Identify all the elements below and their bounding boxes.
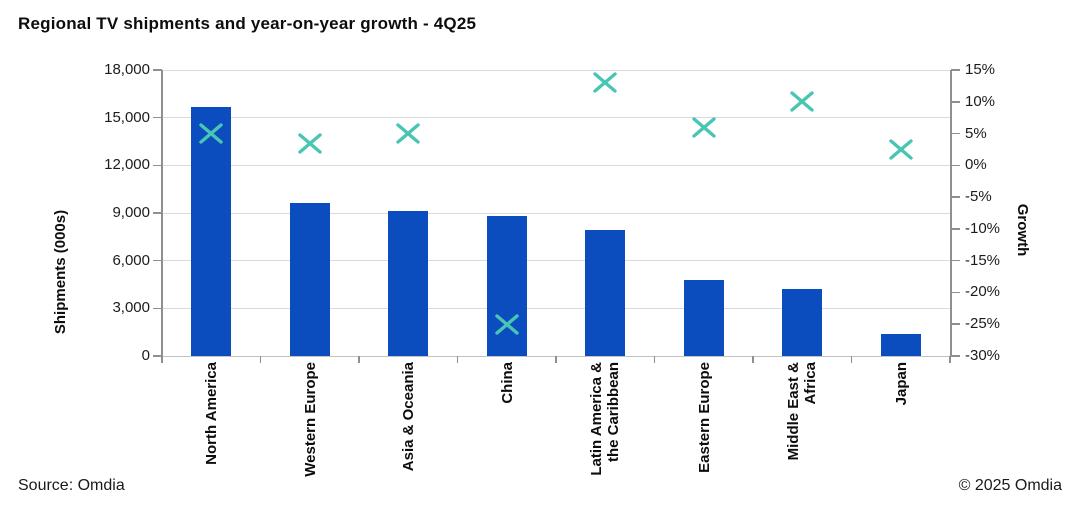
- left-axis-line: [161, 70, 163, 357]
- copyright-note: © 2025 Omdia: [958, 477, 1062, 494]
- x-axis-tick: [949, 356, 951, 363]
- x-axis-tick: [456, 356, 459, 363]
- left-axis-tick-label: 6,000: [112, 251, 150, 269]
- category-label-text: North America: [202, 362, 220, 465]
- gridline: [162, 69, 950, 71]
- growth-marker-western-europe: [297, 132, 323, 155]
- right-axis-tick: [951, 132, 960, 135]
- left-axis-tick: [153, 69, 162, 71]
- category-label-text: Middle East & Africa: [785, 362, 820, 461]
- right-axis-tick-label: 10%: [965, 92, 996, 110]
- left-axis-tick: [153, 307, 162, 310]
- x-axis-tick: [555, 356, 557, 363]
- chart-title: Regional TV shipments and year-on-year g…: [18, 14, 477, 33]
- left-axis-tick-label: 18,000: [104, 61, 150, 78]
- right-axis-tick: [951, 69, 960, 71]
- right-axis-tick: [951, 196, 960, 198]
- left-axis-tick-label: 0: [141, 347, 150, 364]
- bar-latin-america-the-caribbean: [585, 230, 626, 356]
- right-axis-tick-label: 0%: [965, 156, 987, 174]
- category-label-china: China: [497, 362, 517, 482]
- bar-north-america: [191, 106, 232, 356]
- right-axis-tick: [951, 101, 960, 103]
- x-marker-icon: [199, 123, 223, 144]
- right-axis-tick: [951, 259, 960, 262]
- category-label-text: Eastern Europe: [695, 362, 713, 473]
- category-label-latin-america-the-caribbean: Latin America & the Caribbean: [587, 362, 623, 482]
- category-label-text: Asia & Oceania: [399, 362, 417, 472]
- left-axis-tick: [153, 164, 162, 167]
- right-axis-tick: [951, 291, 960, 294]
- growth-marker-latin-america-the-caribbean: [592, 71, 618, 94]
- right-axis-tick-label: -10%: [965, 219, 1001, 237]
- gridline: [162, 260, 950, 262]
- bar-western-europe: [289, 203, 330, 356]
- bar-japan: [880, 333, 921, 356]
- category-label-text: China: [498, 362, 516, 404]
- gridline: [162, 117, 950, 119]
- right-axis-tick-label: 15%: [965, 61, 996, 78]
- right-axis-tick: [951, 323, 960, 325]
- left-axis-title: Shipments (000s): [51, 209, 69, 335]
- left-axis-tick-label: 15,000: [104, 108, 150, 126]
- category-label-middle-east-africa: Middle East & Africa: [784, 362, 820, 482]
- right-axis-tick-label: -20%: [965, 283, 1001, 301]
- x-marker-icon: [495, 314, 519, 335]
- x-marker-icon: [593, 72, 617, 93]
- left-axis-tick-label: 12,000: [104, 156, 150, 174]
- right-axis-tick-label: -5%: [965, 188, 992, 206]
- right-axis-tick-label: -25%: [965, 315, 1001, 333]
- category-label-japan: Japan: [891, 362, 911, 482]
- growth-marker-japan: [888, 138, 914, 161]
- right-axis-tick-label: -15%: [965, 251, 1001, 269]
- right-axis-tick: [951, 164, 960, 167]
- bar-eastern-europe: [683, 279, 724, 356]
- growth-marker-eastern-europe: [691, 116, 717, 139]
- category-label-western-europe: Western Europe: [300, 362, 320, 482]
- growth-marker-middle-east-africa: [789, 90, 815, 113]
- right-axis-tick: [951, 228, 960, 230]
- x-marker-icon: [298, 132, 322, 154]
- right-axis-tick: [951, 355, 960, 357]
- category-label-text: Japan: [892, 362, 910, 406]
- x-marker-icon: [396, 123, 420, 144]
- right-axis-tick-label: -30%: [965, 347, 1001, 364]
- right-axis-line: [950, 70, 952, 357]
- left-axis-tick: [153, 259, 162, 262]
- category-label-asia-oceania: Asia & Oceania: [398, 362, 418, 482]
- category-label-text: Latin America & the Caribbean: [588, 362, 623, 476]
- x-marker-icon: [790, 91, 814, 112]
- left-axis-tick-label: 9,000: [112, 204, 150, 221]
- growth-marker-asia-oceania: [395, 122, 421, 145]
- right-axis-tick-label: 5%: [965, 124, 987, 142]
- gridline: [162, 164, 950, 166]
- right-axis-title: Growth: [1014, 203, 1032, 257]
- x-axis-tick: [653, 356, 656, 363]
- x-axis-tick: [752, 356, 754, 363]
- category-label-eastern-europe: Eastern Europe: [694, 362, 714, 482]
- category-label-text: Western Europe: [301, 362, 319, 477]
- x-axis-tick: [161, 356, 163, 363]
- gridline: [162, 307, 950, 309]
- left-axis-tick: [153, 355, 162, 357]
- bar-asia-oceania: [388, 211, 429, 356]
- left-axis-tick-label: 3,000: [112, 299, 150, 317]
- left-axis-tick: [153, 116, 162, 119]
- x-axis-tick: [358, 356, 360, 363]
- bar-middle-east-africa: [782, 289, 823, 356]
- source-note: Source: Omdia: [18, 477, 125, 494]
- gridline: [162, 212, 950, 214]
- x-marker-icon: [692, 116, 716, 138]
- x-marker-icon: [889, 139, 913, 160]
- growth-marker-china: [494, 313, 520, 336]
- category-label-north-america: North America: [201, 362, 221, 482]
- left-axis-tick: [153, 212, 162, 214]
- x-axis-tick: [259, 356, 262, 363]
- bar-china: [486, 216, 527, 356]
- x-axis-tick: [850, 356, 853, 363]
- growth-marker-north-america: [198, 122, 224, 145]
